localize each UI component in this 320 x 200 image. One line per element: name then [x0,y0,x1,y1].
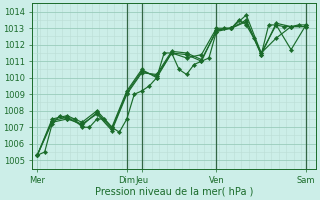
X-axis label: Pression niveau de la mer( hPa ): Pression niveau de la mer( hPa ) [95,187,253,197]
